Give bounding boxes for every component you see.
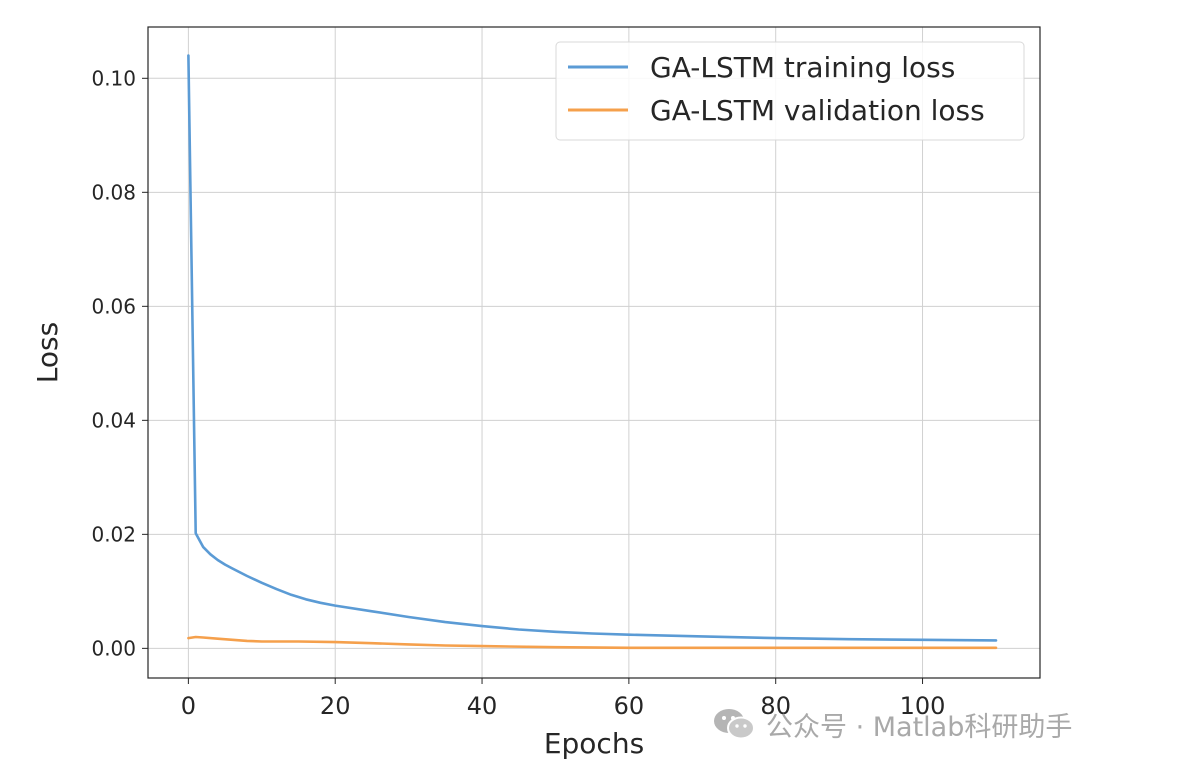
y-tick-label: 0.10 bbox=[91, 66, 136, 90]
legend-label-training: GA-LSTM training loss bbox=[650, 51, 955, 84]
watermark-text: 公众号 · Matlab科研助手 bbox=[766, 711, 1073, 743]
x-tick-label: 80 bbox=[760, 692, 791, 720]
plot-frame bbox=[147, 26, 1041, 679]
series-line-training bbox=[187, 54, 998, 642]
y-tick-label: 0.00 bbox=[91, 636, 136, 660]
x-tick-label: 100 bbox=[900, 692, 946, 720]
y-tick-label: 0.08 bbox=[91, 180, 136, 204]
x-tick-label: 20 bbox=[320, 692, 351, 720]
wechat-icon bbox=[714, 709, 755, 740]
legend-box bbox=[555, 41, 1025, 141]
y-tick-label: 0.04 bbox=[91, 408, 136, 432]
ticks: 0 20 40 60 80 100 0.00 0.02 0.04 0.06 0.08 0.10 bbox=[91, 66, 945, 720]
x-tick-label: 0 bbox=[181, 692, 196, 720]
legend-label-validation: GA-LSTM validation loss bbox=[650, 94, 985, 127]
y-axis-title: Loss bbox=[31, 322, 64, 383]
series-lines bbox=[187, 54, 998, 650]
y-tick-label: 0.02 bbox=[91, 522, 136, 546]
series-line-validation bbox=[187, 635, 998, 650]
legend: GA-LSTM training loss GA-LSTM validation… bbox=[555, 41, 1025, 141]
x-tick-label: 60 bbox=[614, 692, 645, 720]
y-tick-label: 0.06 bbox=[91, 294, 136, 318]
x-tick-label: 40 bbox=[467, 692, 498, 720]
x-axis-title: Epochs bbox=[544, 727, 644, 760]
watermark: 公众号 · Matlab科研助手 bbox=[712, 704, 1072, 744]
